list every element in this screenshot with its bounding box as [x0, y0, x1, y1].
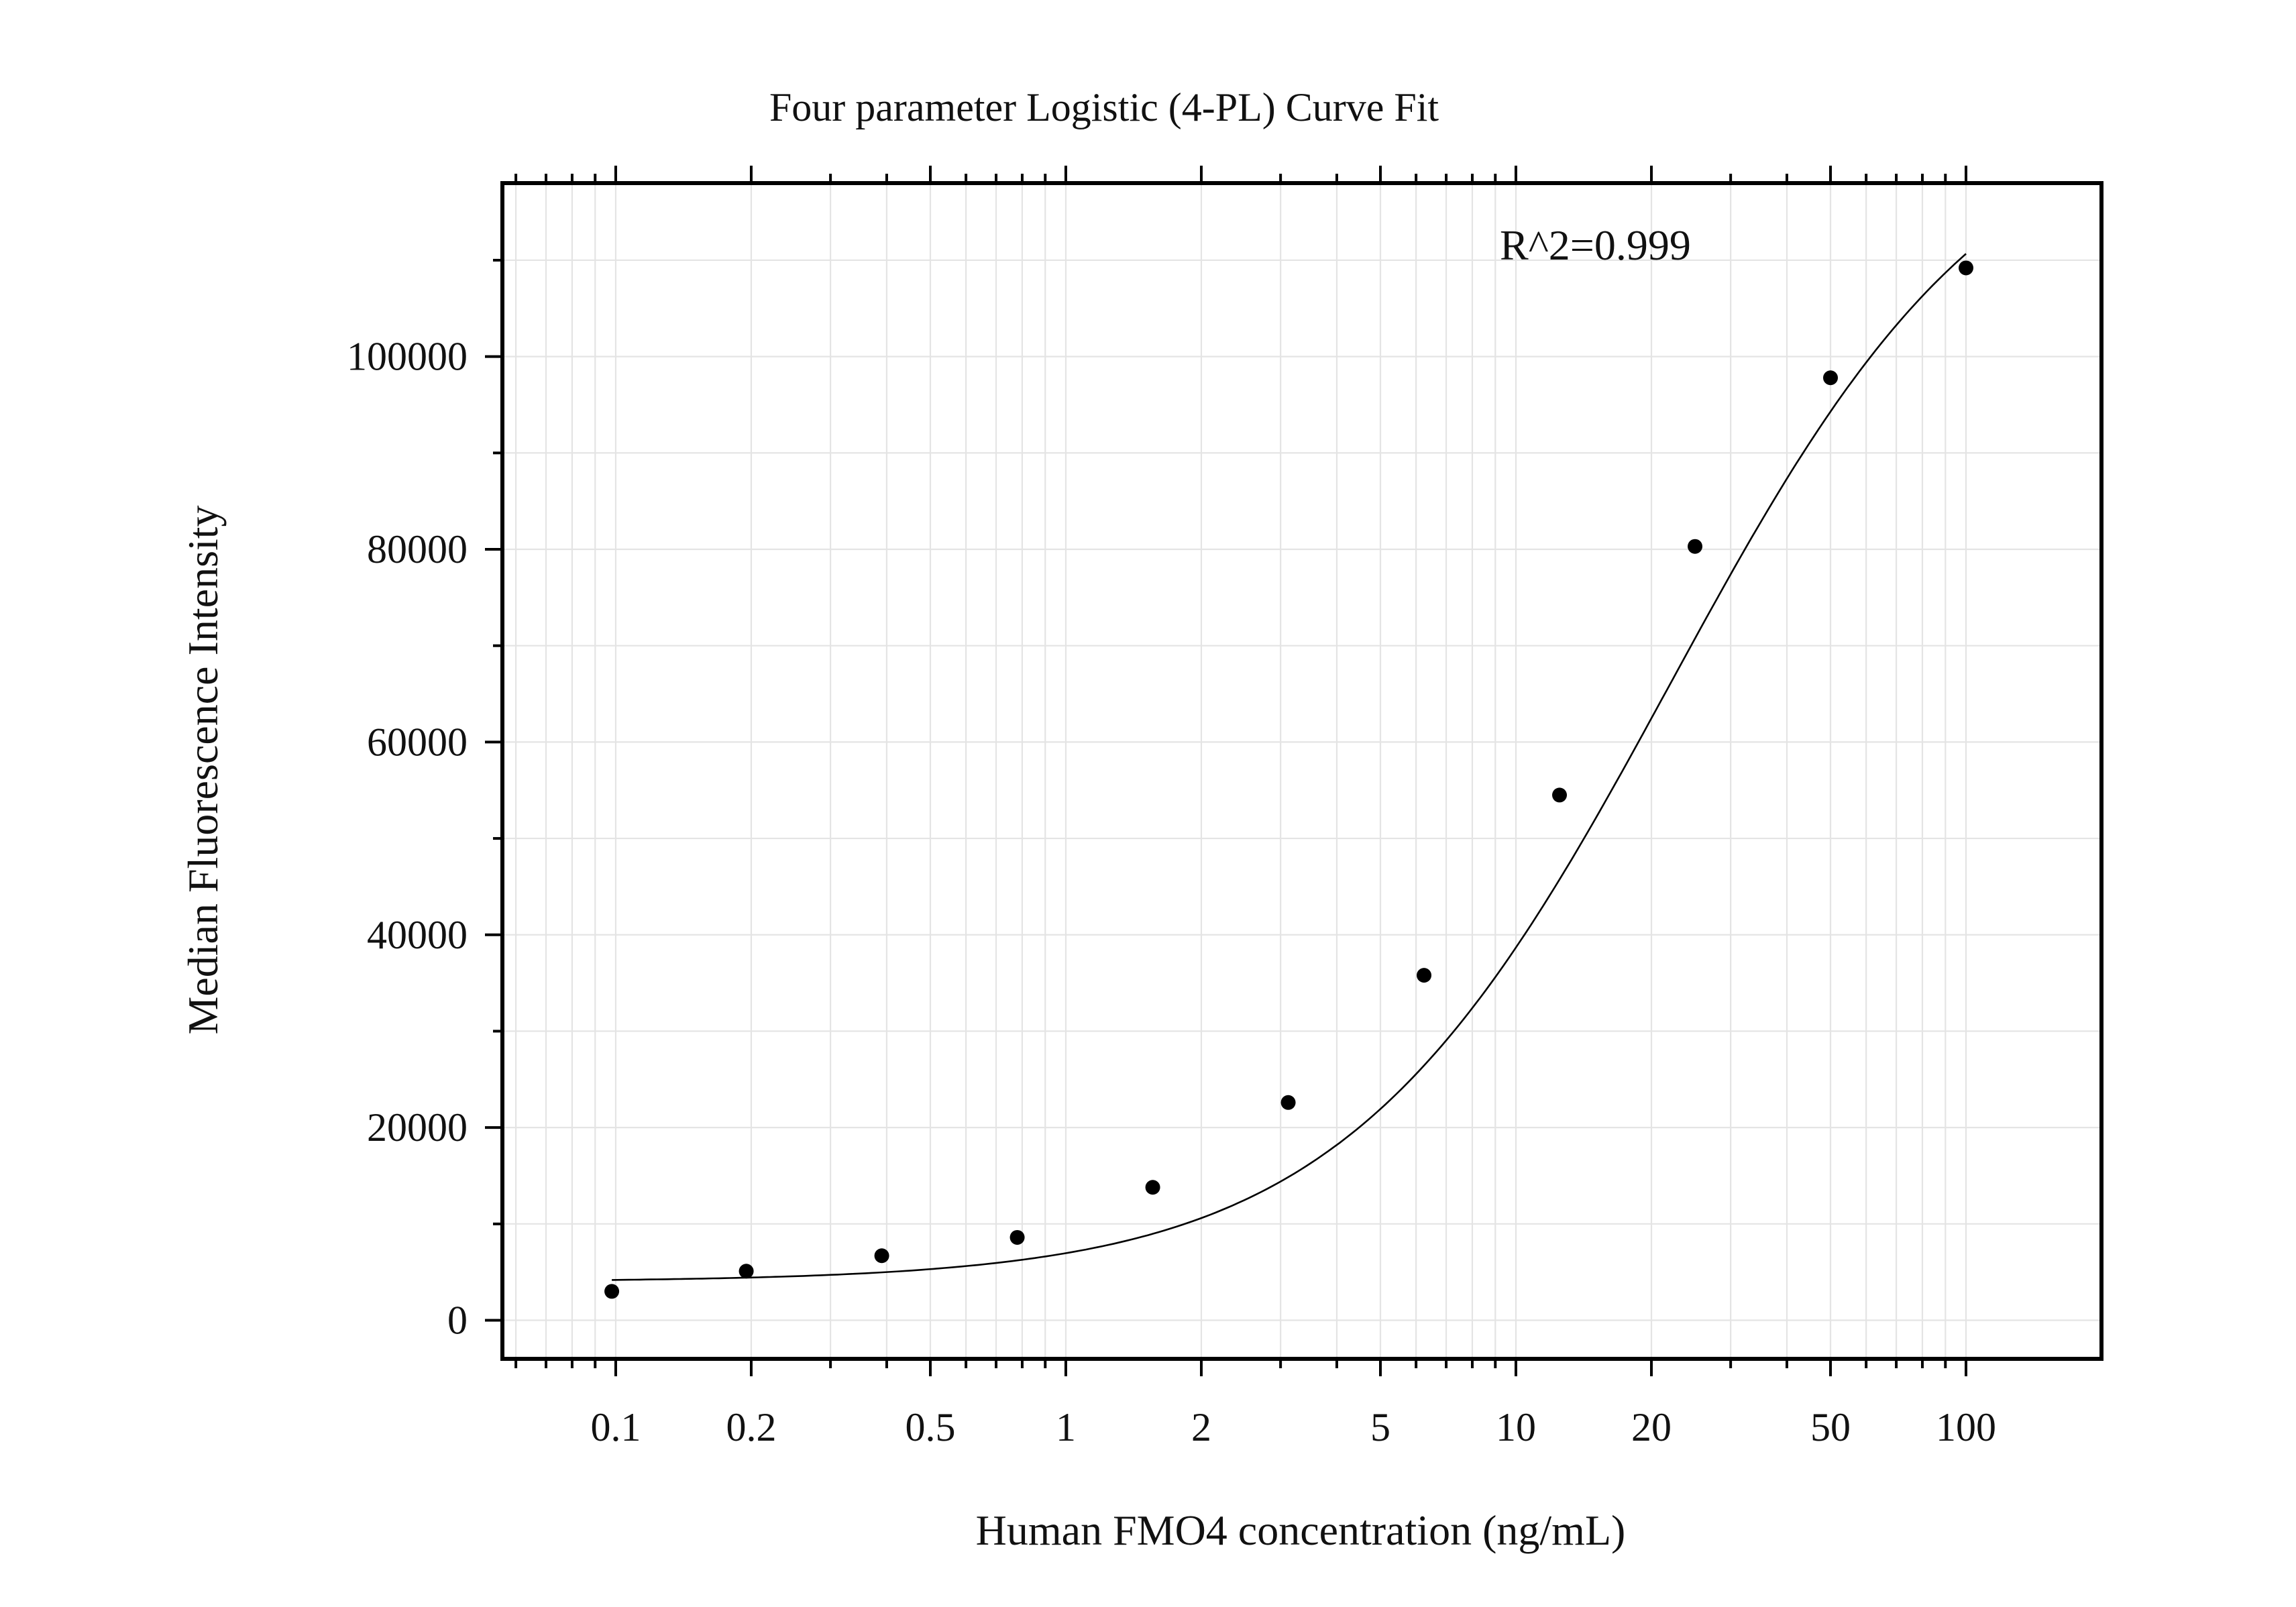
- chart-title: Four parameter Logistic (4-PL) Curve Fit: [769, 85, 1439, 129]
- tick-labels-layer: 0.1 0.2 0.5 1 2 5 10 20 50 100 0 20000 40000 60000 800…: [347, 335, 1996, 1449]
- grid-layer: [502, 183, 2101, 1359]
- data-point: [1009, 1229, 1025, 1245]
- x-tick-label: 10: [1496, 1405, 1536, 1449]
- x-axis-label: Human FMO4 concentration (ng/mL): [976, 1506, 1626, 1554]
- y-tick-label: 60000: [367, 720, 468, 764]
- y-tick-label: 100000: [347, 335, 468, 379]
- x-tick-label: 20: [1631, 1405, 1672, 1449]
- data-point: [1280, 1095, 1296, 1110]
- data-point: [739, 1264, 754, 1279]
- data-point: [1823, 370, 1839, 386]
- x-tick-label: 5: [1370, 1405, 1390, 1449]
- plot-frame: [500, 181, 2103, 1361]
- y-tick-label: 20000: [367, 1105, 468, 1150]
- x-tick-label: 0.2: [726, 1405, 776, 1449]
- y-tick-label: 80000: [367, 527, 468, 571]
- fit-curve-line: [612, 253, 1967, 1281]
- axis-ticks-layer: [485, 166, 1968, 1376]
- r-squared-annotation: R^2=0.999: [1500, 221, 1691, 269]
- x-tick-label: 50: [1810, 1405, 1851, 1449]
- data-point: [1145, 1180, 1160, 1195]
- y-tick-label: 40000: [367, 913, 468, 957]
- x-tick-label: 0.5: [905, 1405, 955, 1449]
- data-point: [1688, 539, 1703, 554]
- data-point: [1959, 260, 1974, 276]
- x-tick-label: 2: [1191, 1405, 1211, 1449]
- x-tick-label: 1: [1056, 1405, 1076, 1449]
- data-point: [874, 1248, 889, 1264]
- data-point: [604, 1284, 620, 1299]
- x-tick-label: 0.1: [590, 1405, 641, 1449]
- data-point: [1552, 787, 1568, 803]
- x-tick-label: 100: [1936, 1405, 1996, 1449]
- y-axis-label: Median Fluorescence Intensity: [179, 505, 227, 1034]
- y-tick-label: 0: [447, 1298, 468, 1343]
- data-points-layer: [604, 260, 1974, 1299]
- data-point: [1417, 968, 1432, 983]
